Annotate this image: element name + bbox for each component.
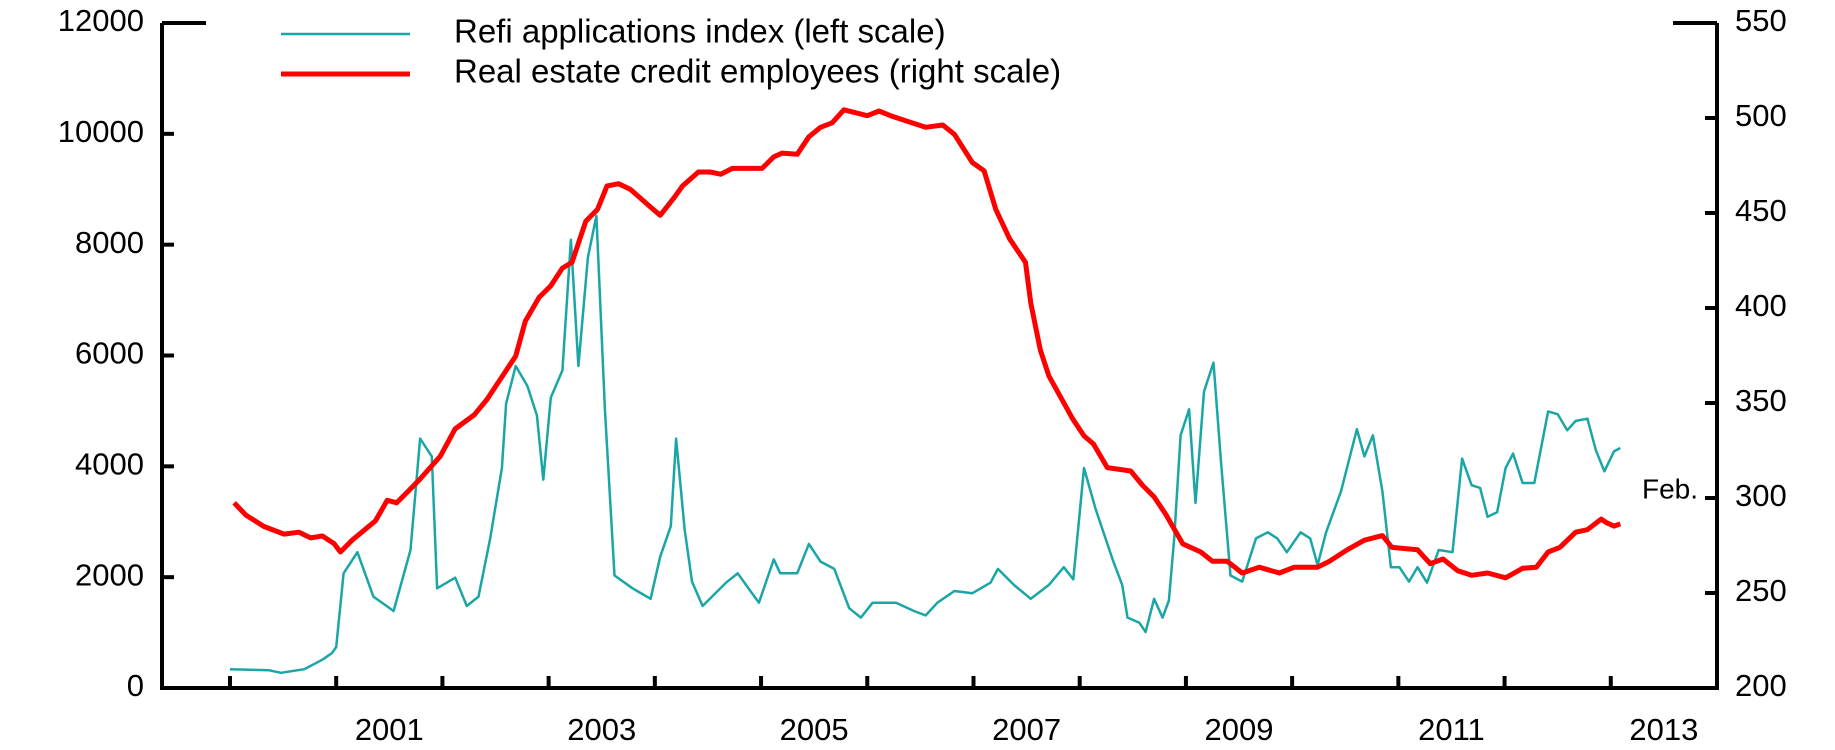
x-tick-label: 2013 xyxy=(1629,712,1698,747)
x-tick-label: 2003 xyxy=(567,712,636,747)
legend-label: Refi applications index (left scale) xyxy=(454,13,946,50)
x-tick-label: 2011 xyxy=(1418,712,1485,747)
y-tick-label: 0 xyxy=(127,668,144,703)
y2-tick-label: 500 xyxy=(1735,98,1787,133)
x-tick-label: 2007 xyxy=(992,712,1061,747)
y-tick-label: 12000 xyxy=(58,3,144,38)
series-line xyxy=(232,107,1622,581)
legend-label: Real estate credit employees (right scal… xyxy=(454,53,1061,90)
annotation: Feb. xyxy=(1642,473,1698,504)
y2-tick-label: 200 xyxy=(1735,668,1787,703)
y2-tick-label: 550 xyxy=(1735,3,1787,38)
y2-tick-label: 450 xyxy=(1735,193,1787,228)
y-tick-label: 2000 xyxy=(75,557,144,592)
y2-tick-label: 300 xyxy=(1735,478,1787,513)
series-line xyxy=(229,214,1621,675)
y2-tick-label: 350 xyxy=(1735,383,1787,418)
y2-tick-label: 250 xyxy=(1735,573,1787,608)
x-tick-label: 2001 xyxy=(355,712,424,747)
y-tick-label: 10000 xyxy=(58,114,144,149)
y-tick-label: 8000 xyxy=(75,225,144,260)
x-tick-label: 2009 xyxy=(1205,712,1274,747)
x-tick-label: 2005 xyxy=(780,712,849,747)
y-tick-label: 6000 xyxy=(75,336,144,371)
y-tick-label: 4000 xyxy=(75,447,144,482)
y2-tick-label: 400 xyxy=(1735,288,1787,323)
